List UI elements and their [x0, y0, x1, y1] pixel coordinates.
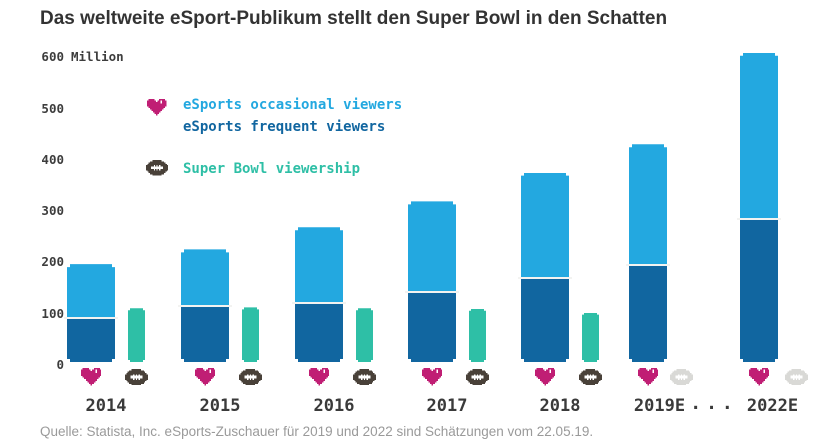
- segment-divider-line: [405, 291, 459, 294]
- segment-divider-line: [178, 304, 232, 307]
- football-icon: [146, 160, 169, 176]
- esports-bar-2016: [295, 227, 343, 362]
- esports-frequent-segment: [740, 220, 778, 362]
- legend-esports-frequent: eSports frequent viewers: [183, 119, 386, 135]
- heart-icon: [194, 368, 216, 386]
- year-label-2015: 2015: [199, 396, 241, 416]
- segment-divider-line: [626, 263, 670, 266]
- football-icon: [579, 369, 602, 386]
- heart-icon: [421, 368, 443, 386]
- year-label-2018: 2018: [539, 396, 581, 416]
- chart-title: Das weltweite eSport-Publikum stellt den…: [40, 8, 668, 29]
- football-icon: [239, 369, 262, 386]
- heart-icon: [748, 368, 770, 386]
- year-label-2017: 2017: [426, 396, 468, 416]
- football-icon: [785, 369, 808, 386]
- superbowl-bar-2017: [469, 309, 486, 362]
- y-axis-tick: 500: [41, 100, 64, 116]
- esports-frequent-segment: [521, 279, 569, 362]
- esports-frequent-segment: [408, 293, 456, 362]
- esports-bar-2018: [521, 173, 569, 362]
- football-icon: [670, 369, 693, 386]
- heart-icon: [308, 368, 330, 386]
- y-axis-tick: 300: [41, 203, 64, 219]
- esports-bar-2019E: [629, 144, 667, 362]
- superbowl-bar-2018: [582, 313, 599, 362]
- y-axis-tick: 600 Million: [41, 49, 124, 65]
- y-axis-tick: 100: [41, 305, 64, 321]
- segment-divider-line: [292, 301, 346, 304]
- esports-bar-2014: [67, 264, 115, 362]
- football-icon: [125, 369, 148, 386]
- esports-frequent-segment: [295, 304, 343, 362]
- heart-icon: [147, 99, 167, 116]
- heart-icon: [637, 368, 659, 386]
- heart-icon: [80, 368, 102, 386]
- y-axis-tick: 200: [41, 254, 64, 270]
- segment-divider-line: [64, 317, 118, 320]
- football-icon: [353, 369, 376, 386]
- year-label-2014: 2014: [85, 396, 127, 416]
- year-label-2016: 2016: [313, 396, 355, 416]
- superbowl-bar-2016: [356, 308, 373, 362]
- esports-frequent-segment: [181, 307, 229, 362]
- legend-super-bowl: Super Bowl viewership: [183, 161, 361, 177]
- heart-icon: [534, 368, 556, 386]
- superbowl-bar-2014: [128, 308, 145, 362]
- esports-frequent-segment: [67, 319, 115, 362]
- football-icon: [466, 369, 489, 386]
- y-axis-tick: 400: [41, 151, 64, 167]
- source-note: Quelle: Statista, Inc. eSports-Zuschauer…: [40, 424, 594, 439]
- superbowl-bar-2015: [242, 307, 259, 362]
- legend-esports-occasional: eSports occasional viewers: [183, 97, 403, 113]
- year-label-2019E: 2019E: [633, 396, 686, 416]
- y-axis-tick: 0: [56, 357, 64, 372]
- esports-bar-2022E: [740, 53, 778, 362]
- segment-divider-line: [518, 277, 572, 280]
- year-label-2022E: 2022E: [746, 396, 799, 416]
- esports-frequent-segment: [629, 266, 667, 362]
- segment-divider-line: [737, 217, 781, 220]
- year-gap-dots: ...: [690, 393, 738, 414]
- esports-bar-2017: [408, 201, 456, 362]
